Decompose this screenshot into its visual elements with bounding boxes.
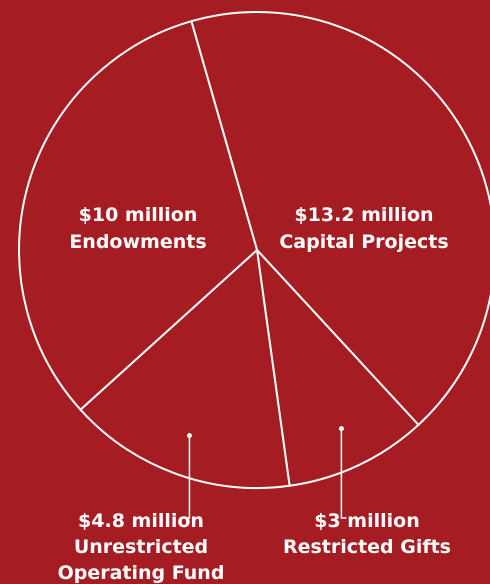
- slice-labels: $13.2 million Capital Projects $10 milli…: [58, 204, 451, 584]
- capital-projects-value-label: $13.2 million: [294, 204, 433, 226]
- unrestricted-fund-category-label-line-1: Unrestricted: [74, 536, 208, 558]
- leader-lines: [184, 426, 347, 519]
- unrestricted-fund-slice: [79, 249, 291, 489]
- unrestricted-fund-value-label: $4.8 million: [78, 510, 204, 532]
- endowments-slice: [18, 20, 258, 411]
- capital-projects-slice: [190, 11, 490, 426]
- capital-projects-category-label: Capital Projects: [279, 231, 448, 253]
- unrestricted-fund-leader-line: [184, 435, 191, 519]
- unrestricted-fund-category-label-line-2: Operating Fund: [58, 562, 225, 584]
- restricted-gifts-leader-line: [340, 428, 347, 519]
- restricted-gifts-value-label: $3 million: [314, 510, 419, 532]
- endowments-value-label: $10 million: [79, 204, 198, 226]
- restricted-gifts-category-label: Restricted Gifts: [283, 536, 451, 558]
- restricted-gifts-slice: [256, 249, 420, 487]
- endowments-category-label: Endowments: [69, 231, 206, 253]
- pie-slices: [18, 11, 490, 489]
